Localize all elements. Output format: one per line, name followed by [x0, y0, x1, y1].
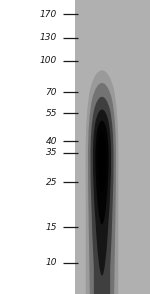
- Text: 25: 25: [45, 178, 57, 187]
- Text: 130: 130: [40, 33, 57, 42]
- Text: 15: 15: [45, 223, 57, 232]
- Text: 35: 35: [45, 148, 57, 157]
- Text: 100: 100: [40, 56, 57, 65]
- Text: 70: 70: [45, 88, 57, 96]
- Text: 55: 55: [45, 109, 57, 118]
- Ellipse shape: [98, 133, 106, 193]
- Bar: [75, 0, 150, 294]
- Ellipse shape: [95, 121, 109, 224]
- Ellipse shape: [88, 83, 116, 294]
- Ellipse shape: [90, 97, 114, 294]
- Ellipse shape: [93, 110, 111, 275]
- Text: 10: 10: [45, 258, 57, 267]
- Text: 40: 40: [45, 137, 57, 146]
- Bar: [0, 0, 75, 294]
- Ellipse shape: [85, 70, 118, 294]
- Text: 170: 170: [40, 10, 57, 19]
